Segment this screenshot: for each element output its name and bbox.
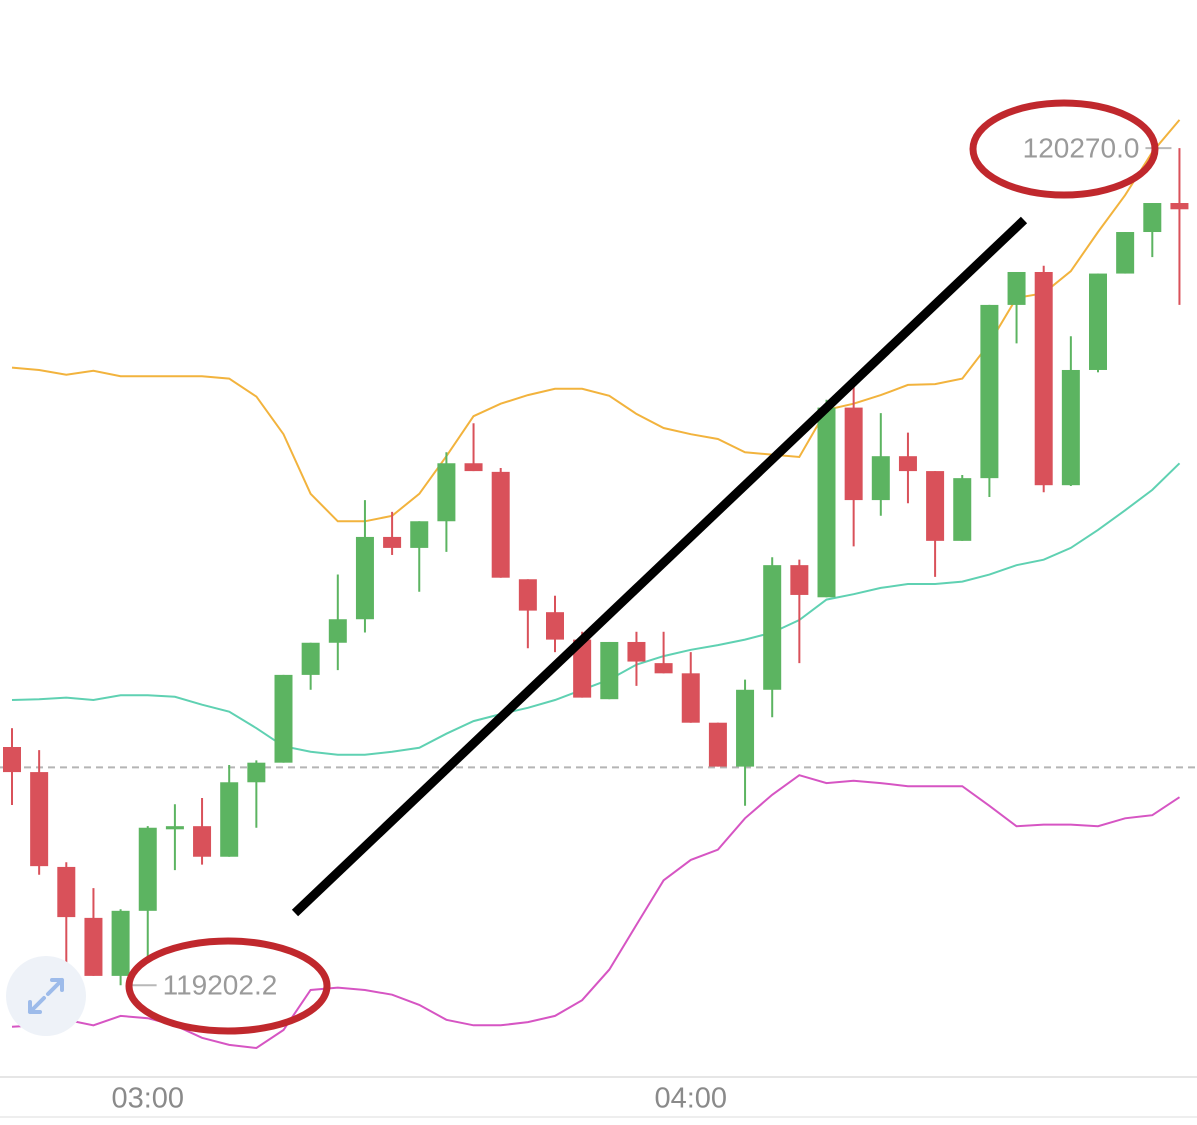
candle-body [546,612,564,640]
candle-body [165,826,184,830]
candle-body [708,722,727,767]
band-line [11,462,1181,756]
candle-body [1143,203,1162,233]
candle-body [898,456,917,472]
candle-body [84,917,103,976]
candle-body [437,463,456,522]
candle-body [355,536,374,620]
candle-body [111,910,130,976]
candle-body [328,619,347,643]
candle-body [193,826,212,857]
expand-button[interactable] [6,956,86,1036]
expand-button-bg[interactable] [6,956,86,1036]
candle-body [790,565,809,595]
candle-body [247,762,266,783]
x-tick-label: 04:00 [654,1083,727,1115]
candle-body [600,641,619,700]
candle-body [736,689,755,767]
candle-body [1007,271,1026,305]
highlight-ellipse [125,937,331,1035]
candle-body [926,471,945,541]
candle-body [30,772,49,867]
candle-body [1061,369,1080,486]
candle-body [1089,273,1107,370]
highlight-ellipse [969,99,1159,199]
max-marker-label: 120270.0 [1023,133,1140,164]
candle-body [491,471,510,578]
candle-body [627,641,646,662]
expand-icon[interactable] [28,978,64,1014]
band-line [11,774,1181,1050]
candle-body [464,463,483,472]
candle-body [138,827,157,911]
trend-line-annotation [291,216,1028,917]
candle-body [817,407,836,598]
candle-body [681,673,700,723]
candle-body [573,639,592,698]
candle-body [1034,271,1053,486]
candle-body [980,304,999,479]
x-axis: 03:00 04:00 [111,1083,727,1115]
candle-body [220,782,239,857]
markers: 120270.0 119202.2 [128,133,1172,1001]
min-marker-label: 119202.2 [163,970,278,1001]
candle-body [844,407,863,501]
candle-body [518,579,537,611]
candle-body [1116,232,1135,274]
candle-body [871,456,890,501]
candle-body [763,565,782,690]
candle-body [57,866,76,918]
candle-body [410,521,429,548]
candle-body [383,536,402,548]
candle-body [301,642,320,675]
band-lines [11,119,1181,1050]
candle-body [654,663,673,674]
x-tick-label: 03:00 [111,1083,184,1115]
candles [3,148,1189,986]
candle-body [3,747,21,773]
candle-body [1170,203,1189,210]
candle-body [953,478,972,541]
candle-body [274,674,293,763]
